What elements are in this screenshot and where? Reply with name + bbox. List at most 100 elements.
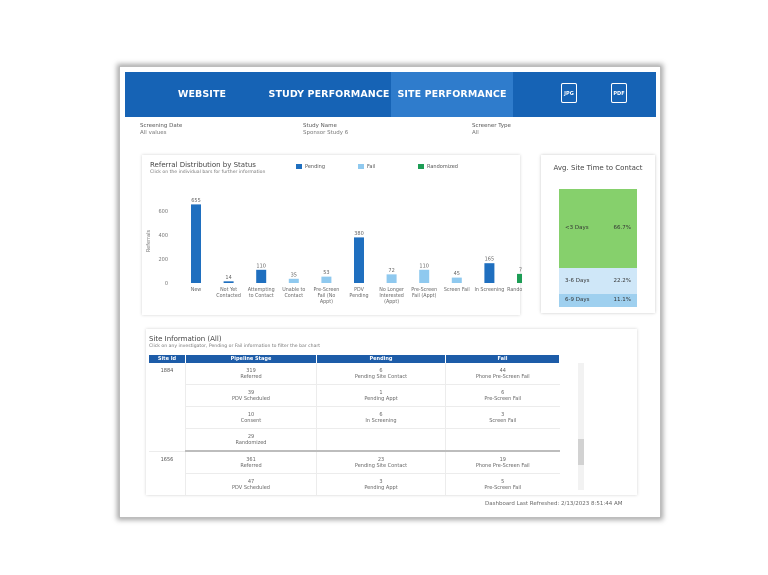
tab-website-performance[interactable]: WEBSITE PERFORMANCE <box>161 89 243 145</box>
bar[interactable] <box>517 273 522 283</box>
fail-cell[interactable]: 3 Screen Fail <box>445 406 560 429</box>
bar[interactable] <box>484 263 495 283</box>
fail-cell[interactable]: 19 Phone Pre-Screen Fail <box>445 451 560 474</box>
legend-swatch <box>418 164 424 169</box>
referral-chart-title: Referral Distribution by Status <box>150 161 256 169</box>
cell-label: Referred <box>240 462 262 469</box>
table-row: 1656 361 Referred 23 Pending Site Contact 19 P… <box>149 451 560 496</box>
fail-cell[interactable]: 6 Pre-Screen Fail <box>445 384 560 407</box>
tab-site-performance[interactable]: SITE PERFORMANCE <box>391 72 513 117</box>
scrollbar-thumb[interactable] <box>578 439 584 465</box>
cell-label: Pre-Screen Fail <box>484 484 522 491</box>
pending-cell[interactable]: 1 Pending Appt <box>316 384 446 407</box>
bar[interactable] <box>321 276 332 283</box>
bar[interactable] <box>451 277 462 283</box>
filter-value: Sponsor Study 6 <box>303 130 349 136</box>
cell-label: Pending Appt <box>364 484 398 491</box>
export-jpg-icon[interactable]: JPG <box>561 83 577 103</box>
cell-count: 3 <box>501 411 505 418</box>
legend-pending[interactable]: Pending <box>296 164 325 170</box>
table-scrollbar[interactable] <box>578 363 584 490</box>
bar[interactable] <box>288 278 299 283</box>
pipeline-stage-cell[interactable]: 10 Consent <box>185 406 317 429</box>
bar[interactable] <box>223 281 234 283</box>
pipeline-stage-cell[interactable]: 47 PDV Scheduled <box>185 473 317 496</box>
y-axis-label: Referrals <box>146 229 152 252</box>
pipeline-stage-cell[interactable]: 39 PDV Scheduled <box>185 384 317 407</box>
y-tick-label: 600 <box>158 209 168 215</box>
site-id-cell[interactable]: 1656 <box>149 451 186 496</box>
cell-count: 1 <box>379 389 383 396</box>
x-tick-label: Screen Fail <box>444 287 470 293</box>
pending-cell[interactable]: 3 Pending Appt <box>316 473 446 496</box>
export-jpg-label: JPG <box>564 91 574 97</box>
pending-cell[interactable]: 6 In Screening <box>316 406 446 429</box>
tab-study-performance[interactable]: STUDY PERFORMANCE <box>268 89 390 100</box>
bar[interactable] <box>419 269 430 283</box>
site-information-table: Site Id Pipeline Stage Pending Fail 1884… <box>149 355 560 496</box>
cell-count: 19 <box>499 456 506 463</box>
fail-cell[interactable]: 44 Phone Pre-Screen Fail <box>445 363 560 385</box>
pending-cell[interactable]: 23 Pending Site Contact <box>316 451 446 474</box>
avg-time-segment[interactable]: 6-9 Days 11.1% <box>559 293 637 307</box>
export-pdf-icon[interactable]: PDF <box>611 83 627 103</box>
x-tick-label: Attempting <box>248 287 275 293</box>
cell-label: Pending Site Contact <box>354 462 408 469</box>
avg-time-segment[interactable]: 3-6 Days 22.2% <box>559 267 637 294</box>
y-tick-label: 0 <box>165 281 168 287</box>
x-tick-label: Contacted <box>216 293 241 299</box>
cell-count: 29 <box>247 433 255 440</box>
cell-count: 361 <box>246 456 256 463</box>
pipeline-stage-cell[interactable]: 319 Referred <box>185 363 317 385</box>
bar-data-label: 35 <box>291 272 297 278</box>
site-information-panel: Site Information (All) Click on any inve… <box>146 329 637 496</box>
fail-cell[interactable]: 5 Pre-Screen Fail <box>445 473 560 496</box>
export-pdf-label: PDF <box>613 91 625 97</box>
bar[interactable] <box>256 269 267 283</box>
x-tick-label: Fail (No <box>317 293 335 299</box>
cell-count: 3 <box>379 478 383 485</box>
pipeline-stage-cell[interactable]: 29 Randomized <box>185 428 317 452</box>
pending-cell[interactable] <box>316 428 446 452</box>
dashboard-frame: WEBSITE PERFORMANCE STUDY PERFORMANCE SI… <box>119 66 661 518</box>
x-tick-label: Pre-Screen <box>313 287 339 293</box>
legend-label: Fail <box>367 164 376 170</box>
legend-randomized[interactable]: Randomized <box>418 164 458 170</box>
col-header-pipeline-stage: Pipeline Stage <box>185 355 317 363</box>
col-header-pending: Pending <box>316 355 446 363</box>
x-tick-label: PDV <box>354 287 365 293</box>
filter-screening-date[interactable]: Screening Date All values <box>140 123 182 137</box>
pending-cell[interactable]: 6 Pending Site Contact <box>316 363 446 385</box>
bar[interactable] <box>354 237 364 283</box>
fail-cell[interactable] <box>445 428 560 452</box>
filter-label: Screener Type <box>472 123 511 129</box>
legend-fail[interactable]: Fail <box>358 164 375 170</box>
cell-label: Phone Pre-Screen Fail <box>475 373 530 380</box>
bar[interactable] <box>191 204 201 283</box>
bar[interactable] <box>386 274 397 283</box>
x-tick-label: to Contact <box>249 293 274 299</box>
filter-value: All <box>472 130 479 136</box>
filter-study-name[interactable]: Study Name Sponsor Study 6 <box>303 123 348 137</box>
filter-screener-type[interactable]: Screener Type All <box>472 123 511 137</box>
bar-data-label: 53 <box>323 270 329 276</box>
cell-label: In Screening <box>365 417 397 424</box>
cell-count: 47 <box>247 478 255 485</box>
pipeline-stage-cell[interactable]: 361 Referred <box>185 451 317 474</box>
x-tick-label: New <box>191 287 202 293</box>
segment-label: 6-9 Days <box>565 297 590 304</box>
x-tick-label: Interested <box>379 293 403 299</box>
site-id-cell[interactable]: 1884 <box>149 363 186 452</box>
cell-count: 6 <box>379 367 383 374</box>
avg-site-time-panel: Avg. Site Time to Contact <3 Days 66.7% 3-… <box>541 155 655 313</box>
x-tick-label: Pre-Screen <box>411 287 437 293</box>
legend-swatch <box>296 164 302 169</box>
bar-data-label: 110 <box>256 263 266 269</box>
site-info-subtitle: Click on any investigator, Pending or Fa… <box>149 344 321 349</box>
cell-label: Referred <box>240 373 262 380</box>
avg-time-segment[interactable]: <3 Days 66.7% <box>559 189 637 268</box>
col-header-fail: Fail <box>445 355 560 363</box>
y-tick-label: 200 <box>158 257 168 263</box>
top-navigation-bar: WEBSITE PERFORMANCE STUDY PERFORMANCE SI… <box>125 72 656 145</box>
